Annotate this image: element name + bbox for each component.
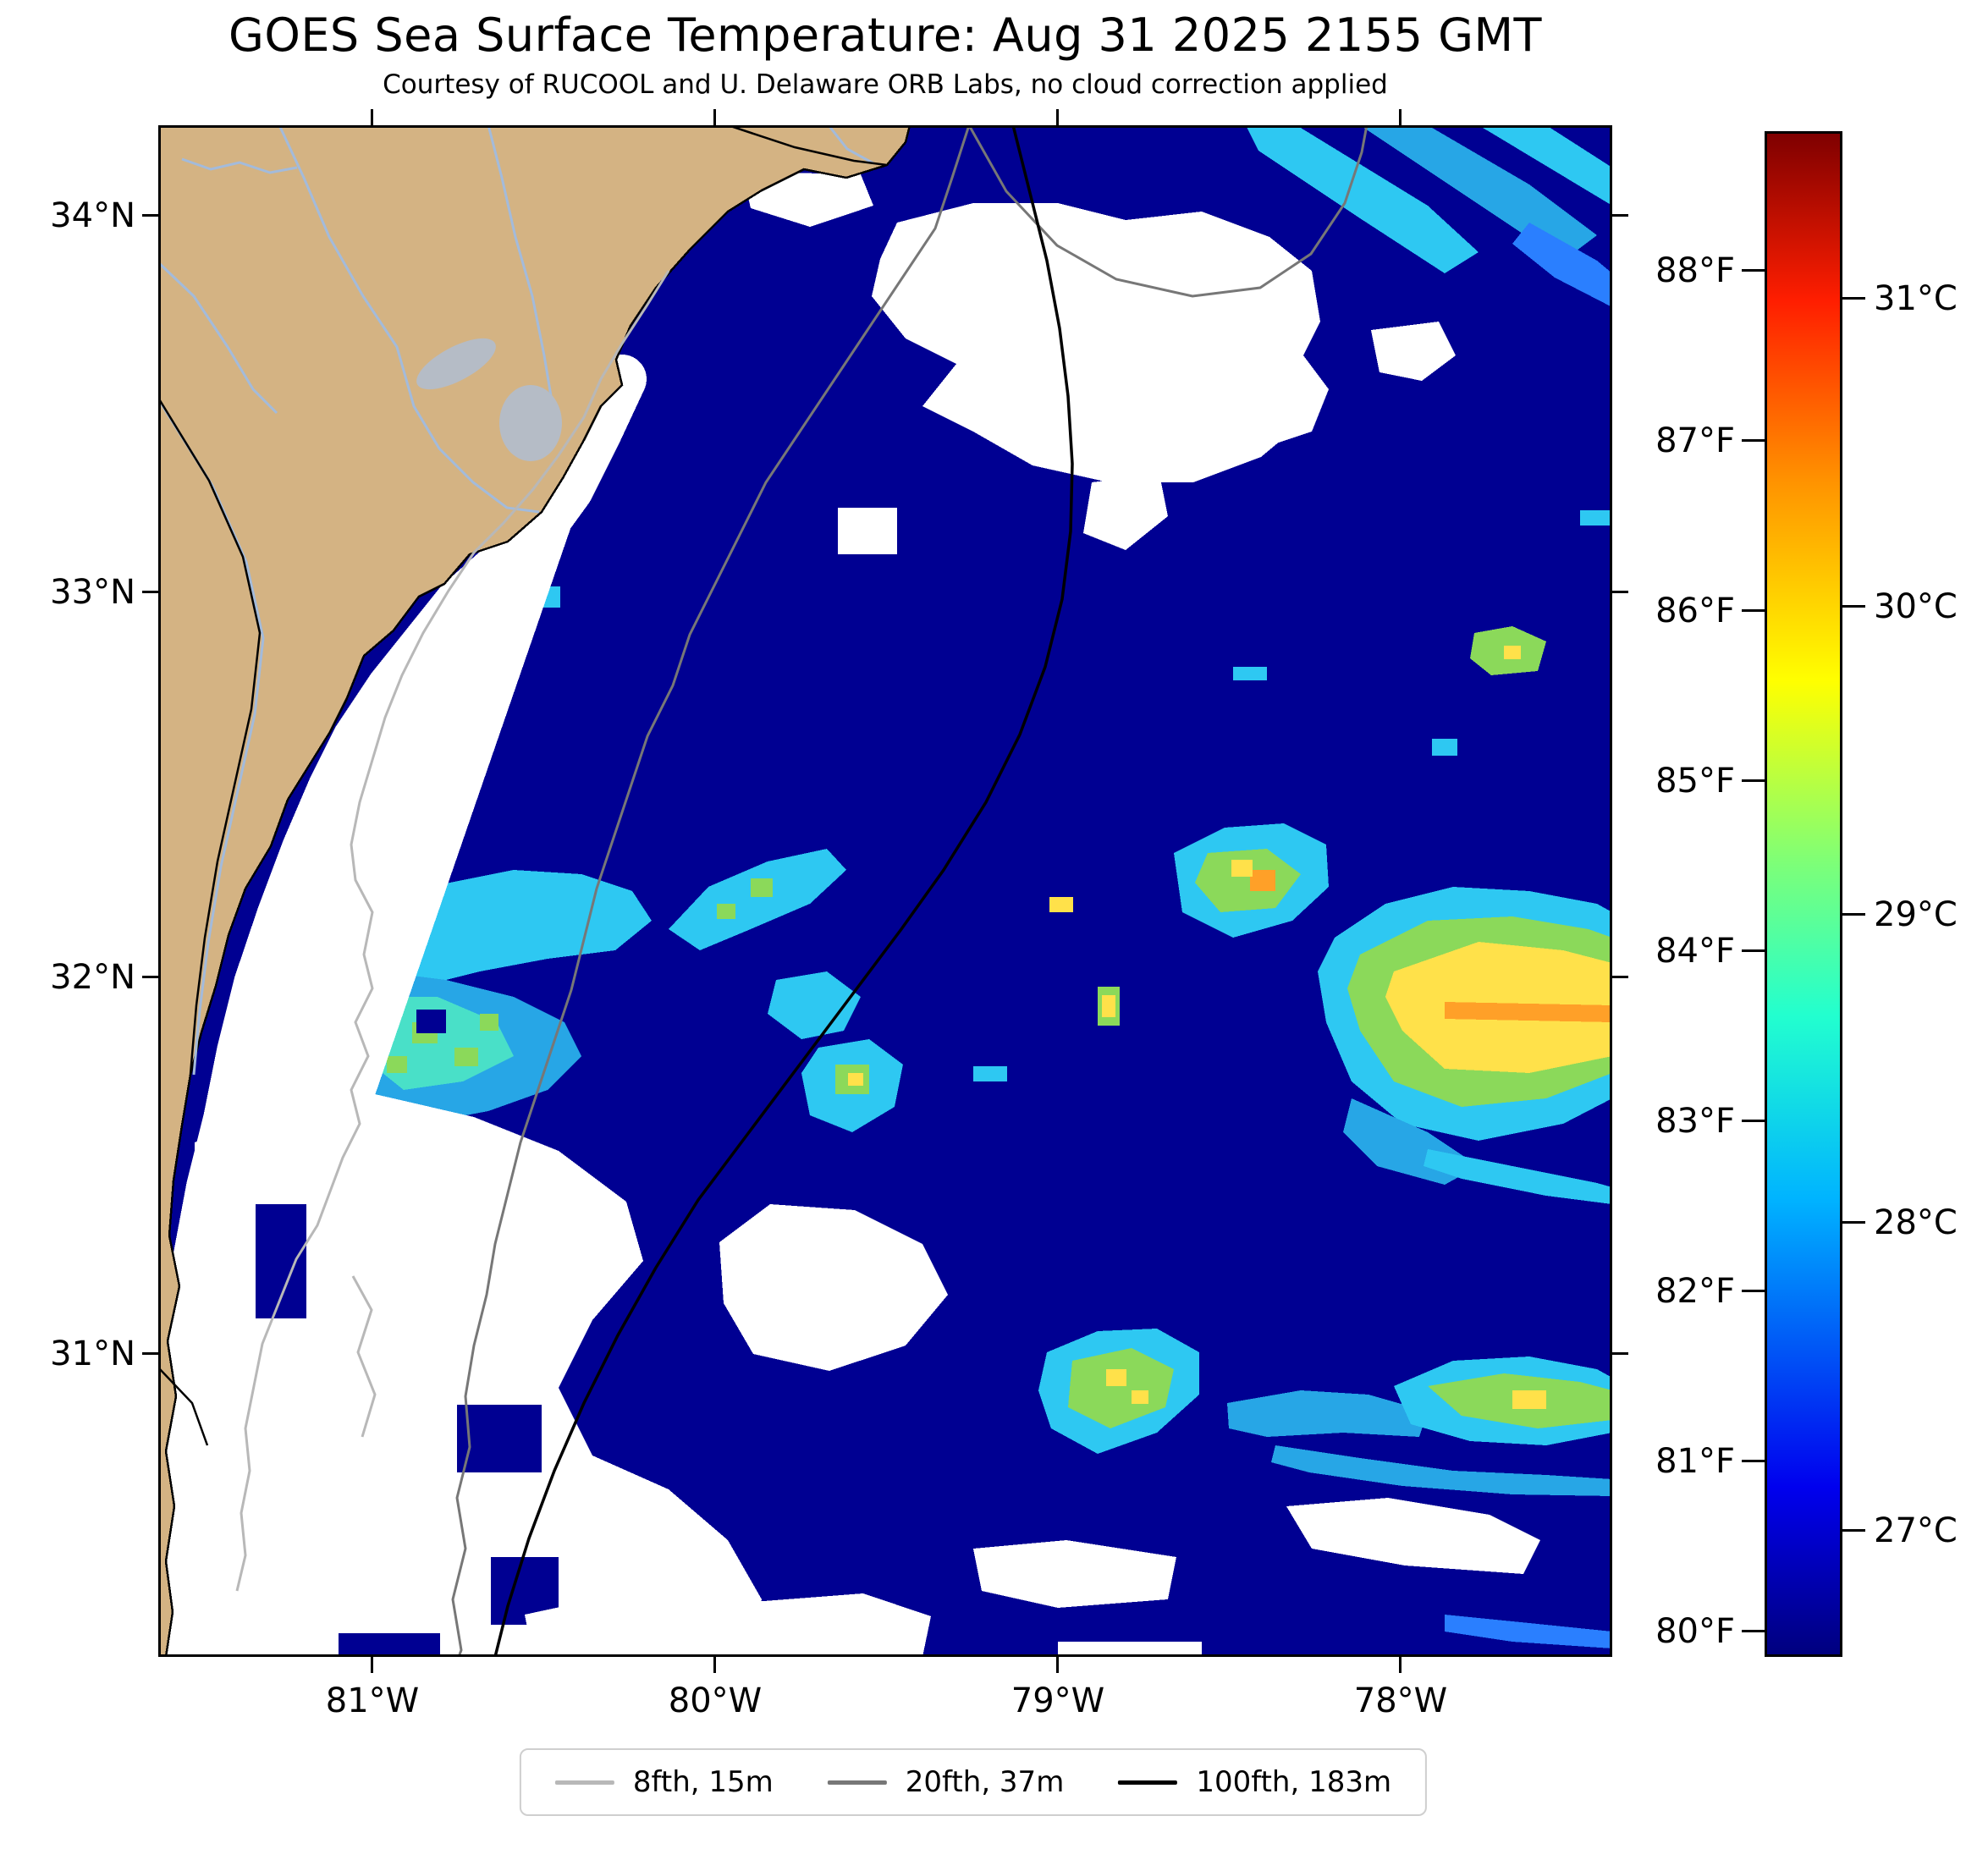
y-axis-tick xyxy=(142,214,158,217)
legend-item-label: 100fth, 183m xyxy=(1196,1765,1392,1799)
colorbar-fahrenheit-label: 82°F xyxy=(1655,1272,1735,1311)
y-axis-tick-label: 34°N xyxy=(50,196,135,235)
x-axis-tick xyxy=(1056,1657,1059,1673)
x-axis-tick-label: 81°W xyxy=(325,1681,420,1720)
map-frame xyxy=(158,125,1612,1657)
legend-item: 20fth, 37m xyxy=(827,1765,1065,1799)
y-axis-tick-right xyxy=(1612,591,1628,593)
colorbar-celsius-tick xyxy=(1842,913,1865,916)
colorbar-fahrenheit-tick xyxy=(1742,1460,1765,1462)
state-borders xyxy=(158,125,888,1446)
colorbar-celsius-label: 28°C xyxy=(1874,1203,1958,1242)
legend-line-swatch xyxy=(1118,1780,1178,1785)
x-axis-tick-label: 78°W xyxy=(1353,1681,1448,1720)
colorbar-fahrenheit-label: 83°F xyxy=(1655,1102,1735,1141)
colorbar-celsius-label: 27°C xyxy=(1874,1511,1958,1550)
contour-20-fathom xyxy=(451,125,971,1657)
y-axis-tick-right xyxy=(1612,1352,1628,1355)
colorbar-celsius-tick xyxy=(1842,605,1865,608)
y-axis-tick-label: 33°N xyxy=(50,573,135,612)
y-axis-tick-label: 31°N xyxy=(50,1334,135,1373)
colorbar-fahrenheit-tick xyxy=(1742,1120,1765,1122)
colorbar-fahrenheit-label: 85°F xyxy=(1655,762,1735,801)
contour-100-fathom xyxy=(493,125,1074,1657)
legend-line-swatch xyxy=(554,1780,614,1785)
depth-contours xyxy=(235,125,1368,1657)
legend-item-label: 8fth, 15m xyxy=(632,1765,774,1799)
legend-item: 100fth, 183m xyxy=(1118,1765,1391,1799)
y-axis-tick-label: 32°N xyxy=(50,958,135,997)
colorbar-fahrenheit-tick xyxy=(1742,609,1765,612)
colorbar-celsius-tick xyxy=(1842,1529,1865,1532)
colorbar-fahrenheit-tick xyxy=(1742,1290,1765,1292)
x-axis-tick-label: 79°W xyxy=(1011,1681,1105,1720)
x-axis-tick-label: 80°W xyxy=(668,1681,763,1720)
x-axis-tick xyxy=(713,1657,716,1673)
colorbar-fahrenheit-tick xyxy=(1742,1630,1765,1632)
x-axis-tick-top xyxy=(1399,109,1402,125)
colorbar-fahrenheit-tick xyxy=(1742,779,1765,782)
colorbar-fahrenheit-tick xyxy=(1742,269,1765,272)
legend: 8fth, 15m 20fth, 37m 100fth, 183m xyxy=(519,1748,1428,1816)
colorbar xyxy=(1765,131,1842,1657)
colorbar-celsius-label: 30°C xyxy=(1874,587,1958,626)
colorbar-fahrenheit-tick xyxy=(1742,439,1765,442)
x-axis-tick-top xyxy=(713,109,716,125)
page-title: GOES Sea Surface Temperature: Aug 31 202… xyxy=(228,8,1543,62)
colorbar-fahrenheit-label: 81°F xyxy=(1655,1442,1735,1481)
contour-8-fathom xyxy=(235,270,670,1592)
y-axis-tick-right xyxy=(1612,214,1628,217)
sst-map xyxy=(158,125,1612,1657)
cloud-mask xyxy=(158,172,1540,1657)
legend-item: 8fth, 15m xyxy=(554,1765,774,1799)
y-axis-tick xyxy=(142,1352,158,1355)
colorbar-fahrenheit-label: 87°F xyxy=(1655,421,1735,460)
colorbar-celsius-label: 29°C xyxy=(1874,895,1958,934)
x-axis-tick xyxy=(371,1657,373,1673)
colorbar-fahrenheit-label: 86°F xyxy=(1655,592,1735,630)
colorbar-fahrenheit-label: 88°F xyxy=(1655,251,1735,290)
y-axis-tick xyxy=(142,976,158,978)
colorbar-celsius-tick xyxy=(1842,297,1865,300)
x-axis-tick xyxy=(1399,1657,1402,1673)
colorbar-fahrenheit-tick xyxy=(1742,949,1765,952)
x-axis-tick-top xyxy=(371,109,373,125)
colorbar-celsius-label: 31°C xyxy=(1874,279,1958,318)
x-axis-tick-top xyxy=(1056,109,1059,125)
legend-line-swatch xyxy=(827,1780,887,1785)
y-axis-tick-right xyxy=(1612,976,1628,978)
y-axis-tick xyxy=(142,591,158,593)
map-panel xyxy=(158,125,1612,1657)
colorbar-celsius-tick xyxy=(1842,1221,1865,1224)
land xyxy=(158,125,911,1657)
legend-item-label: 20fth, 37m xyxy=(905,1765,1065,1799)
colorbar-fahrenheit-label: 84°F xyxy=(1655,932,1735,971)
colorbar-fahrenheit-label: 80°F xyxy=(1655,1612,1735,1651)
page-subtitle: Courtesy of RUCOOL and U. Delaware ORB L… xyxy=(383,69,1388,100)
colorbar-gradient xyxy=(1767,134,1840,1654)
